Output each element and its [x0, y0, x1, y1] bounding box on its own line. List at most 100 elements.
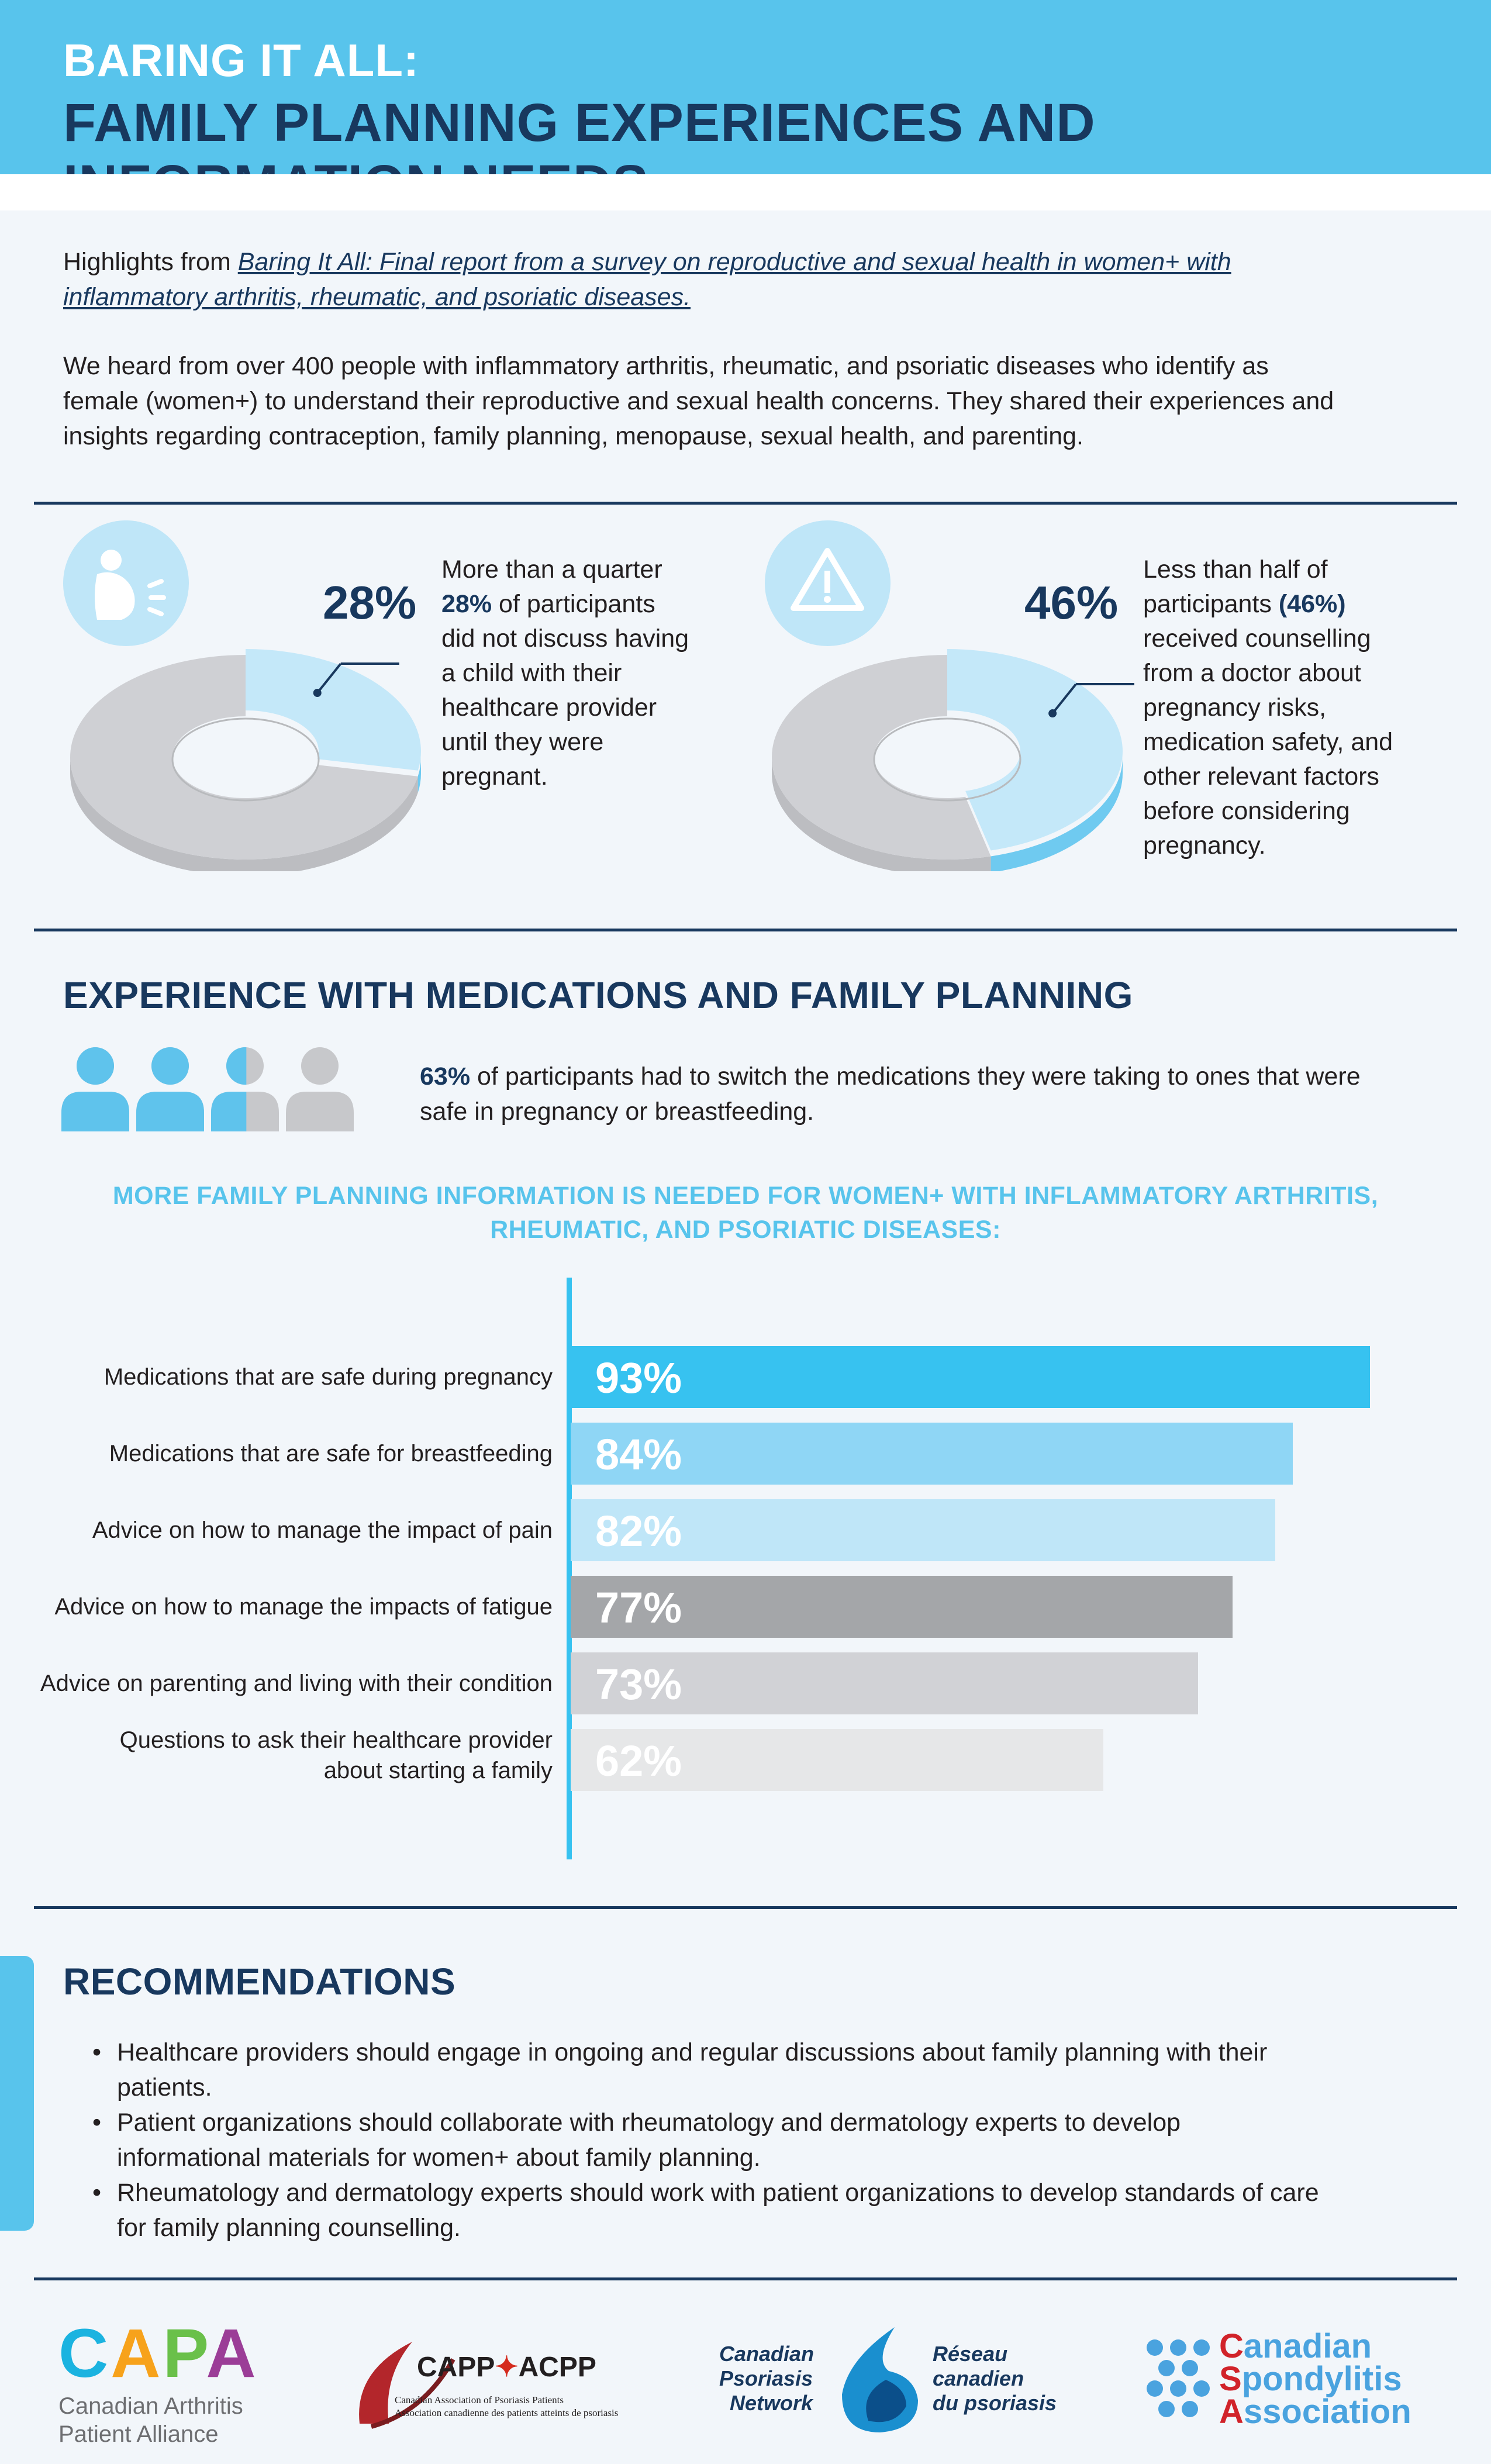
recommendation-line: patients. — [117, 2073, 212, 2101]
stat-right-line: received counselling — [1143, 624, 1371, 653]
bar — [571, 1346, 1371, 1408]
cpn-en: Canadian Psoriasis Network — [719, 2342, 814, 2415]
stat-left-donut — [70, 649, 421, 871]
csa-line: Canadian — [1219, 2330, 1411, 2363]
bar-value-label: 73% — [595, 1660, 682, 1709]
capa-logo[interactable]: CAPA Canadian Arthritis Patient Alliance — [58, 2318, 304, 2448]
recommendation-line: informational materials for women+ about… — [117, 2144, 761, 2172]
stat-right-line: from a doctor about — [1143, 659, 1361, 687]
donut-left-slice-rest — [70, 655, 418, 860]
pregnancy-icon — [63, 520, 189, 646]
divider — [34, 502, 1457, 505]
csa-initial: C — [1219, 2327, 1244, 2365]
recommendation-line: Patient organizations should collaborate… — [117, 2108, 1181, 2137]
stat-right-line: other relevant factors — [1143, 762, 1379, 791]
stat-right-text: Less than half of participants (46%) rec… — [1143, 553, 1447, 863]
medications-stat-value: 63% — [420, 1062, 471, 1090]
stat-right-line: pregnancy risks, — [1143, 693, 1327, 722]
intro-para-line: female (women+) to understand their repr… — [63, 387, 1334, 415]
stat-right-inline-pct: (46%) — [1278, 590, 1346, 618]
header-gap — [0, 174, 1491, 210]
capa-line: Patient Alliance — [58, 2421, 219, 2447]
donut-right-leader-dot — [1048, 709, 1057, 718]
person-icon-highlighted — [136, 1047, 204, 1131]
warning-icon — [765, 520, 891, 646]
cpn-en-line: Psoriasis — [719, 2366, 813, 2390]
cpn-en-line: Network — [729, 2391, 813, 2415]
donut-right-slice-value — [947, 649, 1123, 851]
capa-wordmark: CAPA — [58, 2318, 304, 2389]
bullet: • — [92, 2038, 102, 2066]
bar-value-label: 82% — [595, 1507, 682, 1555]
recommendations-list: • Healthcare providers should engage in … — [92, 2035, 1438, 2245]
chart-axis — [567, 1278, 572, 1859]
cpn-logo[interactable]: Canadian Psoriasis Network Réseau canadi… — [719, 2324, 1064, 2435]
bar — [571, 1652, 1199, 1714]
person-icon-highlighted — [211, 1047, 247, 1131]
cpn-fr-line: du psoriasis — [933, 2391, 1057, 2415]
intro-highlights: Highlights from Baring It All: Final rep… — [63, 244, 1431, 315]
csa-line: Spondylitis — [1219, 2360, 1411, 2398]
header-banner: BARING IT ALL: FAMILY PLANNING EXPERIENC… — [0, 0, 1491, 214]
bar-category-label-line: about starting a family — [323, 1758, 553, 1783]
bar-category-label: Questions to ask their healthcare provid… — [26, 1725, 553, 1786]
recommendation-item: • Rheumatology and dermatology experts s… — [92, 2175, 1438, 2245]
bar-category-label-line: Medications that are safe during pregnan… — [103, 1364, 553, 1390]
donut-right-slice-rest — [771, 655, 991, 860]
person-icon — [286, 1047, 354, 1131]
donut-right-hole — [873, 717, 1021, 802]
recommendations-title: RECOMMENDATIONS — [63, 1961, 456, 2003]
bar-category-label: Medications that are safe for breastfeed… — [26, 1438, 553, 1469]
stat-left-line: until they were — [441, 728, 604, 756]
stat-left-line: More than a quarter — [441, 555, 662, 584]
donut-left-wall — [417, 757, 421, 793]
csa-line-text: anadian — [1243, 2327, 1372, 2365]
donut-right-wall — [772, 757, 991, 871]
stat-right-line: participants (46%) — [1143, 587, 1447, 622]
report-link[interactable]: Baring It All: Final report from a surve… — [237, 248, 1231, 276]
report-link-cont[interactable]: inflammatory arthritis, rheumatic, and p… — [63, 283, 691, 311]
stat-right-line: medication safety, and — [1143, 728, 1393, 756]
intro-paragraph: We heard from over 400 people with infla… — [63, 348, 1431, 454]
csa-wordmark: Canadian Spondylitis Association — [1219, 2330, 1411, 2431]
stat-right-line: pregnancy. — [1143, 831, 1266, 860]
stat-left-inline-pct: 28% — [441, 590, 492, 618]
bar-category-label: Advice on how to manage the impacts of f… — [26, 1592, 553, 1622]
bar — [571, 1499, 1276, 1561]
cpn-drop-icon — [842, 2327, 918, 2432]
intro-lead: Highlights from — [63, 248, 238, 276]
bar-category-label: Advice on parenting and living with thei… — [26, 1668, 553, 1699]
csa-initial: S — [1219, 2360, 1242, 2398]
maple-leaf-icon: ✦ — [495, 2352, 519, 2383]
stat-left-line: healthcare provider — [441, 693, 657, 722]
stat-right-line-lead: participants — [1143, 590, 1279, 618]
intro-para-line: insights regarding contraception, family… — [63, 422, 1084, 450]
stat-left-line: did not discuss having — [441, 624, 689, 653]
csa-spine-icon — [1147, 2339, 1210, 2417]
capp-acpp-logo[interactable]: CAPP✦ACPP Canadian Association of Psoria… — [342, 2324, 646, 2435]
csa-initial: A — [1219, 2393, 1244, 2431]
stat-right-inline-value: 46% — [1287, 590, 1338, 618]
csa-logo[interactable]: Canadian Spondylitis Association — [1143, 2330, 1447, 2435]
cpn-fr-line: Réseau — [933, 2342, 1008, 2366]
cpn-en-line: Canadian — [719, 2342, 814, 2366]
capa-letter: A — [111, 2315, 163, 2392]
cpn-fr: Réseau canadien du psoriasis — [933, 2342, 1057, 2415]
chart-subhead: MORE FAMILY PLANNING INFORMATION IS NEED… — [0, 1179, 1491, 1247]
bar-category-label-line: Advice on how to manage the impact of pa… — [92, 1517, 553, 1543]
divider — [34, 929, 1457, 931]
csa-line-text: pondylitis — [1241, 2360, 1402, 2398]
capp-swoosh-icon — [359, 2342, 455, 2429]
capa-line: Canadian Arthritis — [58, 2393, 243, 2419]
recommendation-item: • Patient organizations should collabora… — [92, 2105, 1438, 2175]
stat-left-line-rest: of participants — [492, 590, 655, 618]
divider — [34, 2277, 1457, 2280]
medications-title: EXPERIENCE WITH MEDICATIONS AND FAMILY P… — [63, 974, 1133, 1016]
recommendation-item: • Healthcare providers should engage in … — [92, 2035, 1438, 2105]
capa-letter: P — [163, 2315, 206, 2392]
donut-left-slice-value — [246, 649, 421, 771]
capp-line: Association canadienne des patients atte… — [395, 2407, 619, 2418]
bar — [571, 1729, 1104, 1791]
header-title-line1: BARING IT ALL: — [63, 34, 420, 86]
bar — [571, 1423, 1293, 1485]
